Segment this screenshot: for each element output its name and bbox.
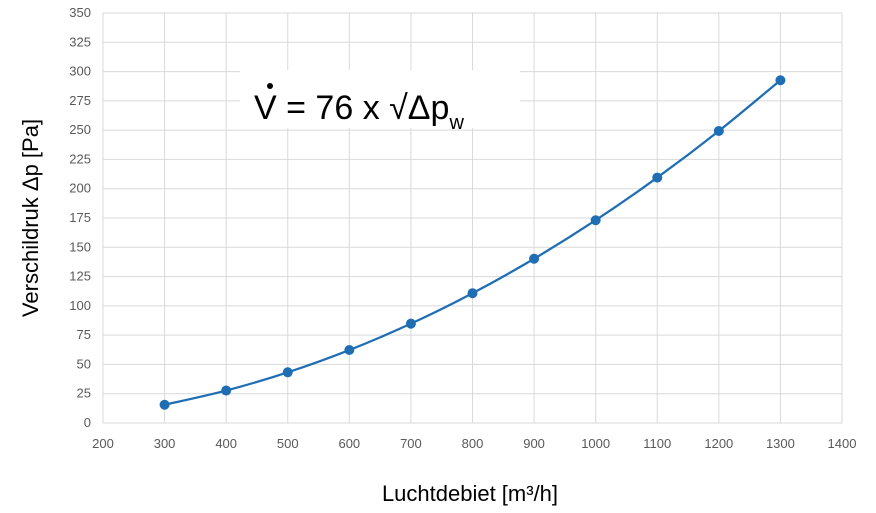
data-point — [652, 172, 663, 183]
y-tick-label: 125 — [69, 269, 91, 284]
series — [159, 75, 786, 410]
data-point — [590, 215, 601, 226]
y-tick-label: 75 — [77, 327, 91, 342]
y-tick-label: 275 — [69, 93, 91, 108]
y-tick-label: 350 — [69, 5, 91, 20]
y-tick-label: 100 — [69, 298, 91, 313]
x-tick-label: 400 — [215, 436, 237, 451]
data-point — [713, 125, 724, 136]
data-point — [467, 288, 478, 299]
y-tick-label: 325 — [69, 34, 91, 49]
y-axis-title: Verschildruk Δp [Pa] — [18, 119, 43, 317]
y-tick-label: 300 — [69, 64, 91, 79]
y-tick-label: 150 — [69, 239, 91, 254]
x-tick-label: 800 — [462, 436, 484, 451]
x-tick-label: 1200 — [704, 436, 733, 451]
x-tick-label: 1400 — [828, 436, 857, 451]
x-tick-label: 700 — [400, 436, 422, 451]
x-tick-label: 900 — [523, 436, 545, 451]
y-tick-label: 50 — [77, 356, 91, 371]
y-tick-label: 0 — [84, 415, 91, 430]
tick-labels: 0 25 50 75 100 125 150 175 200 225 250 275 300 325 350… — [69, 5, 856, 451]
data-point — [529, 253, 540, 264]
y-tick-label: 250 — [69, 122, 91, 137]
formula-box — [240, 70, 520, 128]
formula-annotation: V = 76 x √Δpw — [240, 70, 520, 134]
formula-text: V = 76 x √Δpw — [254, 89, 464, 134]
data-point — [159, 399, 170, 410]
data-point — [344, 345, 355, 356]
x-tick-label: 1000 — [581, 436, 610, 451]
y-tick-label: 225 — [69, 151, 91, 166]
x-tick-label: 200 — [92, 436, 114, 451]
formula-dot — [267, 83, 273, 89]
y-tick-label: 200 — [69, 181, 91, 196]
formula-sub: w — [448, 112, 464, 134]
x-tick-label: 1100 — [643, 436, 671, 451]
formula-lhs: V — [254, 89, 277, 127]
data-point — [775, 75, 786, 86]
data-point — [221, 385, 232, 396]
formula-mid: = 76 x √Δp — [277, 89, 450, 127]
data-point — [282, 367, 293, 378]
x-axis-title: Luchtdebiet [m³/h] — [382, 481, 558, 506]
y-tick-label: 175 — [69, 210, 91, 225]
x-tick-label: 600 — [338, 436, 360, 451]
data-point — [405, 318, 416, 329]
x-tick-label: 300 — [154, 436, 176, 451]
x-tick-label: 500 — [277, 436, 299, 451]
y-tick-label: 25 — [77, 386, 91, 401]
x-tick-label: 1300 — [766, 436, 795, 451]
